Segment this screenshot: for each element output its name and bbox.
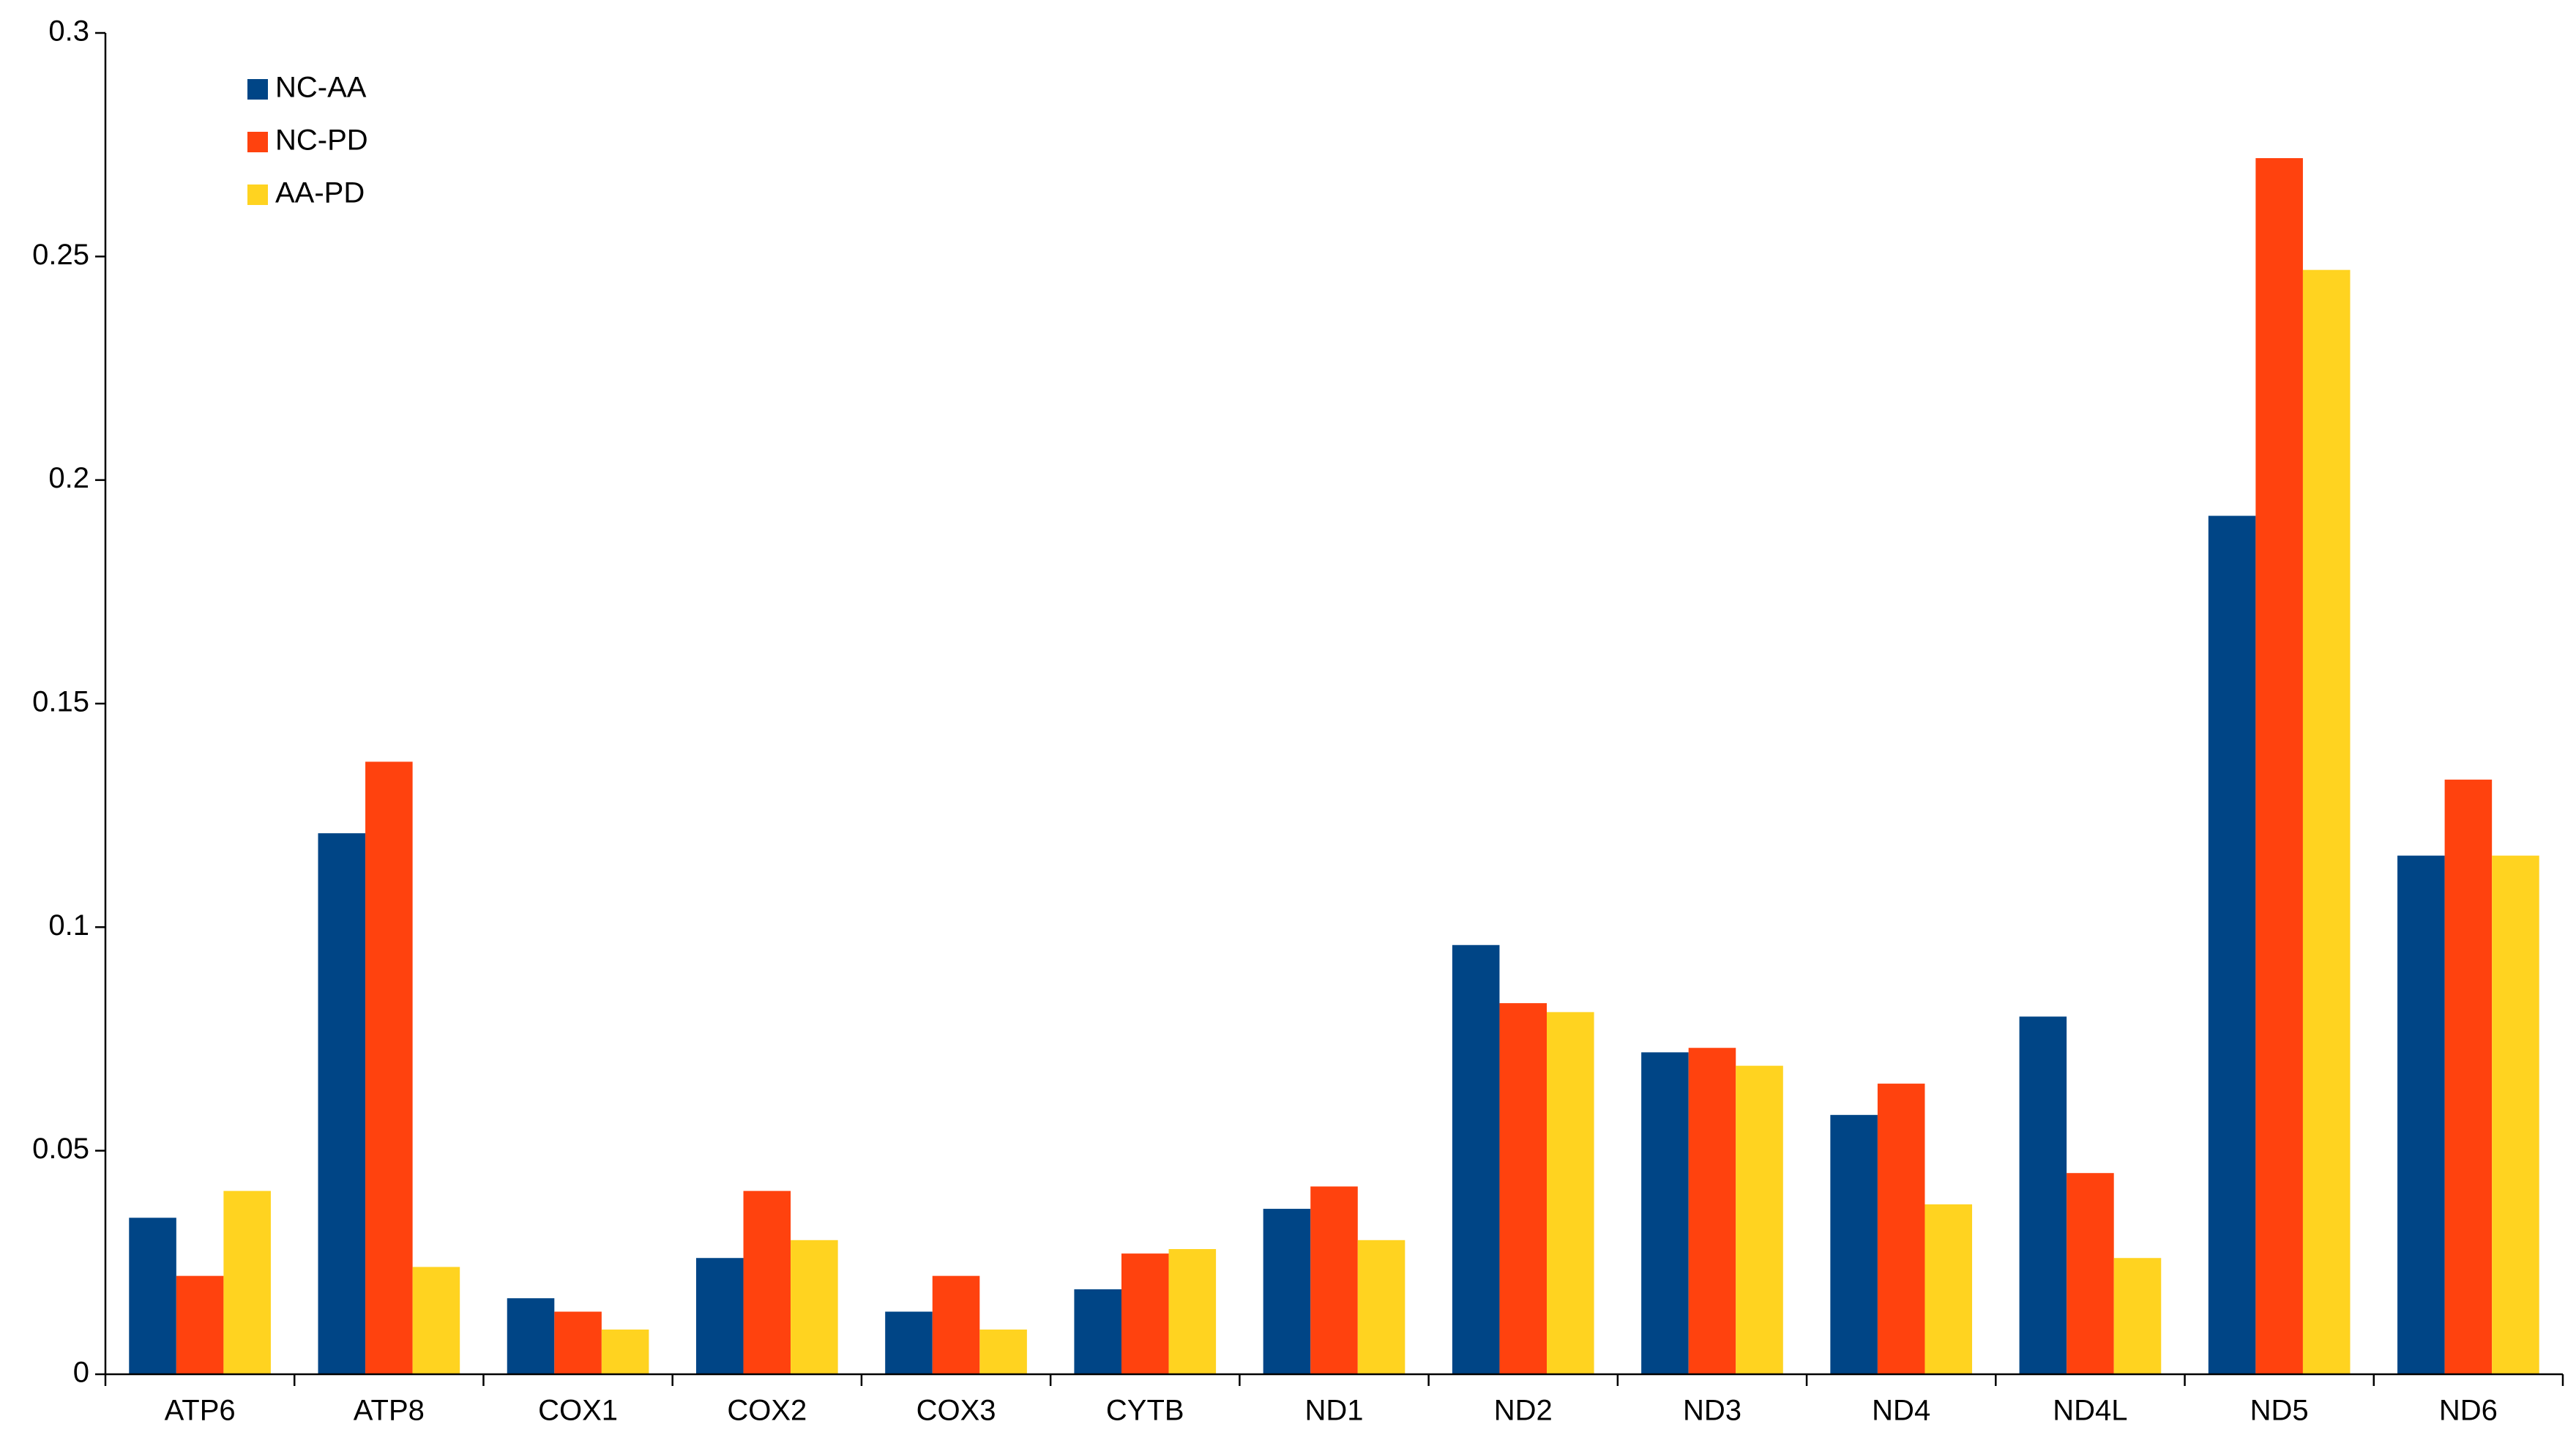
x-tick-label: ATP6 — [165, 1395, 236, 1427]
bar — [223, 1190, 271, 1374]
bar — [1877, 1084, 1925, 1374]
y-tick-label: 0.2 — [48, 462, 89, 494]
x-tick-label: ATP8 — [354, 1395, 425, 1427]
x-tick-label: ND6 — [2439, 1395, 2498, 1427]
x-tick-label: ND5 — [2250, 1395, 2309, 1427]
bar — [129, 1218, 176, 1374]
x-tick-label: COX2 — [727, 1395, 807, 1427]
x-tick-label: ND1 — [1304, 1395, 1363, 1427]
bar — [2444, 779, 2493, 1374]
x-tick-label: ND2 — [1494, 1395, 1553, 1427]
legend-label: AA-PD — [275, 177, 365, 209]
bar — [365, 761, 413, 1374]
x-tick-label: CYTB — [1106, 1395, 1184, 1427]
legend-swatch — [247, 132, 268, 152]
bar — [885, 1311, 933, 1374]
bar — [176, 1275, 224, 1374]
bar — [601, 1329, 649, 1374]
x-tick-label: ND4L — [2053, 1395, 2127, 1427]
bar — [2067, 1173, 2114, 1374]
bar — [695, 1258, 744, 1374]
bar — [979, 1329, 1027, 1374]
bar — [791, 1240, 838, 1374]
bar — [1310, 1186, 1358, 1374]
y-tick-label: 0.25 — [32, 239, 89, 271]
y-tick-label: 0 — [73, 1357, 89, 1389]
legend-label: NC-AA — [275, 72, 367, 104]
y-tick-label: 0.15 — [32, 686, 89, 718]
legend-swatch — [247, 79, 268, 100]
bar — [2255, 157, 2303, 1374]
y-tick-label: 0.05 — [32, 1133, 89, 1165]
bar — [412, 1267, 460, 1374]
bar — [1168, 1249, 1217, 1374]
bar — [1499, 1003, 1548, 1374]
bar — [932, 1275, 980, 1374]
bar — [1830, 1114, 1878, 1374]
bar — [1547, 1012, 1594, 1374]
y-tick-label: 0.3 — [48, 15, 89, 48]
bar — [318, 833, 366, 1374]
legend-swatch — [247, 185, 268, 205]
bar — [1641, 1052, 1689, 1374]
bar — [1924, 1204, 1973, 1374]
x-tick-label: ND4 — [1872, 1395, 1930, 1427]
bar — [2492, 855, 2539, 1374]
x-tick-label: ND3 — [1683, 1395, 1741, 1427]
bar — [1357, 1240, 1405, 1374]
bar — [2019, 1016, 2067, 1374]
bar — [743, 1190, 791, 1374]
x-tick-label: COX3 — [916, 1395, 996, 1427]
bar — [1688, 1048, 1736, 1374]
bar — [1121, 1253, 1169, 1374]
bar — [2113, 1258, 2162, 1374]
bar — [2208, 515, 2256, 1374]
bar — [1452, 944, 1500, 1374]
bar — [2302, 269, 2351, 1374]
bar — [1263, 1209, 1311, 1374]
bar — [507, 1298, 555, 1374]
bar — [1736, 1065, 1783, 1374]
bar — [1074, 1289, 1121, 1374]
x-tick-label: COX1 — [538, 1395, 618, 1427]
y-tick-label: 0.1 — [48, 909, 89, 942]
bar — [554, 1311, 602, 1374]
bar — [2397, 855, 2445, 1374]
legend-label: NC-PD — [275, 124, 368, 157]
